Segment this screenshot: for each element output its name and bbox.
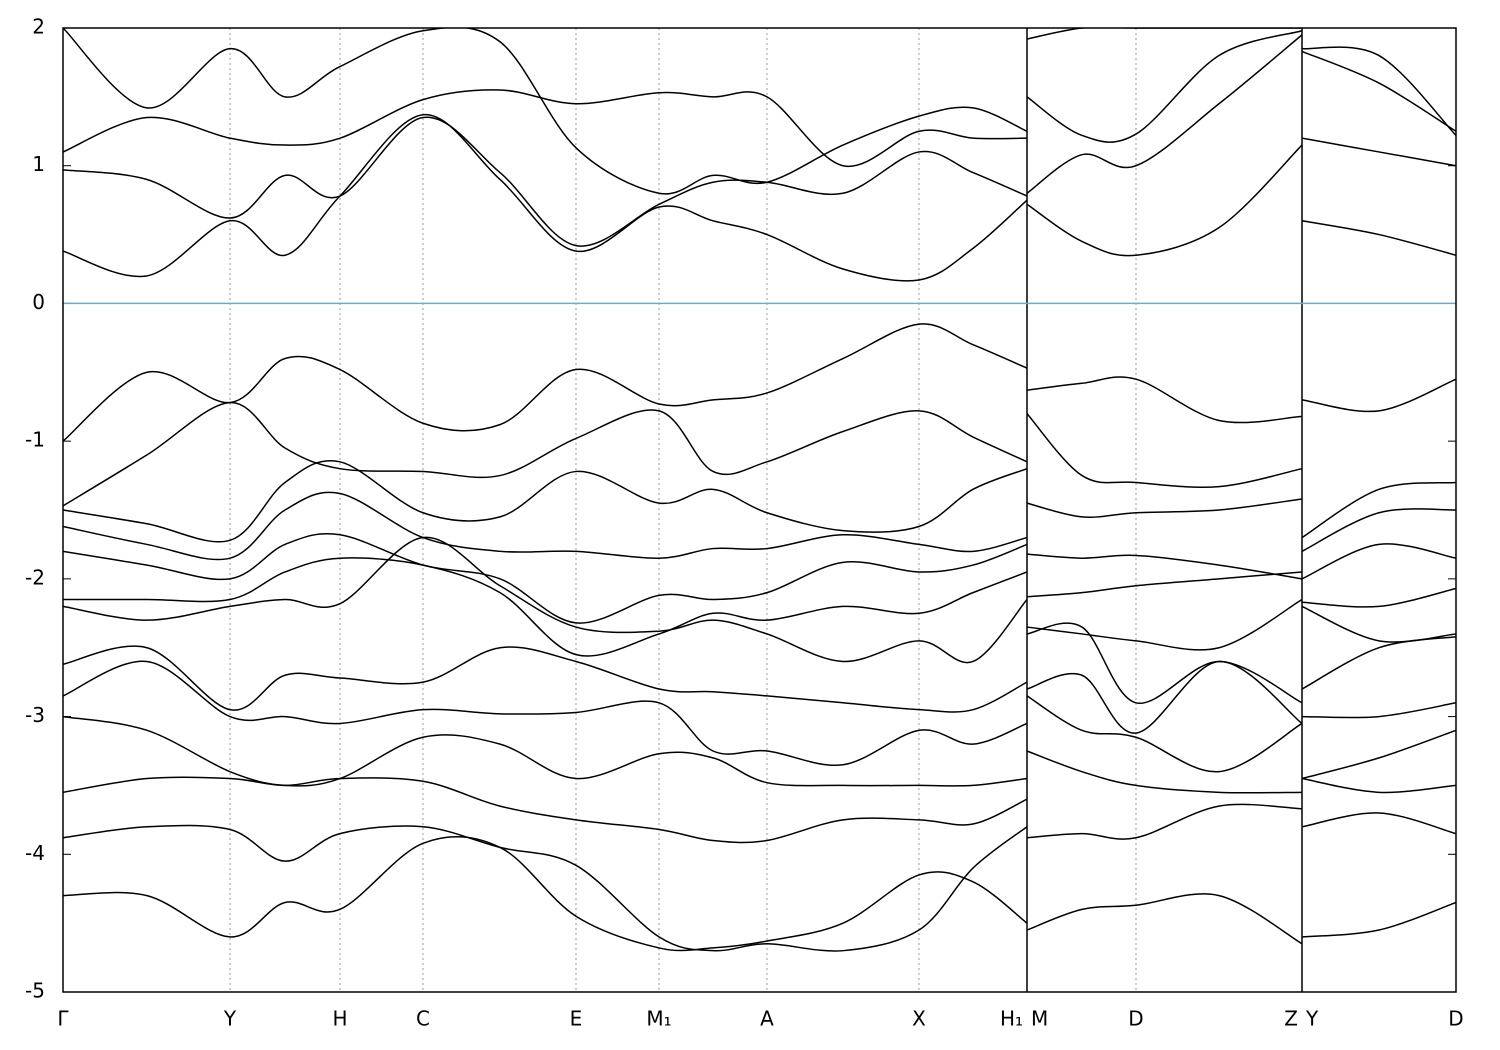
x-tick-label: A bbox=[760, 1007, 774, 1031]
x-tick-label: Y bbox=[1305, 1007, 1319, 1031]
x-tick-label: Γ bbox=[57, 1007, 69, 1031]
x-tick-label: H bbox=[332, 1007, 347, 1031]
x-tick-label: H₁ bbox=[1000, 1007, 1023, 1031]
x-tick-label: D bbox=[1128, 1007, 1143, 1031]
band-line bbox=[63, 114, 1456, 282]
band-line bbox=[63, 533, 1456, 624]
band-line bbox=[63, 776, 1456, 844]
band-line bbox=[63, 34, 1456, 247]
band-line bbox=[63, 645, 1456, 734]
y-tick-label: -4 bbox=[25, 841, 45, 865]
x-tick-label: X bbox=[912, 1007, 926, 1031]
band-line bbox=[63, 836, 1028, 952]
y-tick-label: 1 bbox=[32, 152, 45, 176]
y-tick-label: 0 bbox=[32, 290, 45, 314]
y-tick-label: -3 bbox=[25, 703, 45, 727]
x-tick-label: Y bbox=[223, 1007, 237, 1031]
band-line bbox=[63, 459, 1456, 552]
band-line bbox=[63, 491, 1456, 580]
band-line bbox=[63, 557, 1456, 657]
x-tick-label: E bbox=[570, 1007, 583, 1031]
band-line bbox=[63, 715, 1456, 794]
x-tick-label: Z bbox=[1284, 1007, 1298, 1031]
band-line bbox=[63, 28, 1456, 195]
x-tick-label: C bbox=[416, 1007, 430, 1031]
y-tick-label: 2 bbox=[32, 15, 45, 39]
band-line bbox=[63, 536, 1456, 704]
x-tick-label: D bbox=[1448, 1007, 1463, 1031]
y-tick-label: -1 bbox=[25, 428, 45, 452]
band-line bbox=[63, 824, 1456, 952]
y-tick-label: -5 bbox=[25, 979, 45, 1003]
x-tick-label: M bbox=[1031, 1007, 1048, 1031]
band-line bbox=[63, 30, 1456, 168]
band-line bbox=[63, 401, 1456, 539]
x-tick-label: M₁ bbox=[646, 1007, 671, 1031]
band-line bbox=[63, 660, 1456, 780]
y-tick-label: -2 bbox=[25, 565, 45, 589]
plot-frame bbox=[62, 27, 1457, 993]
